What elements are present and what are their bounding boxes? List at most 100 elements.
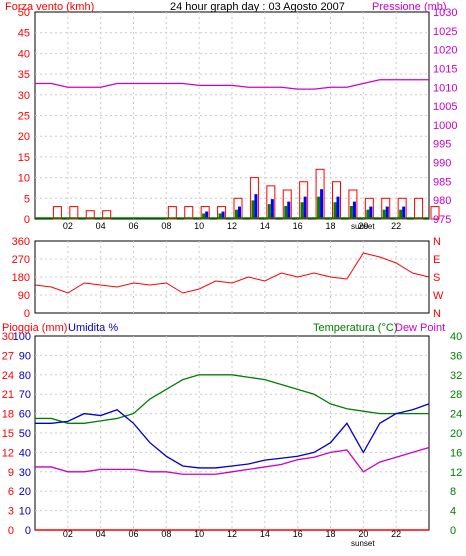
- y-tick-label: 70: [19, 389, 31, 401]
- climate-grid: [35, 336, 429, 530]
- pressure-yticks: 975 980 985 990 995 1000 1005 1010 1015 1020 1025 1…: [433, 7, 457, 226]
- temperature-axis-label: Temperatura (°C): [313, 322, 397, 334]
- y-tick-label: 45: [18, 28, 30, 40]
- y-tick-label: 24: [2, 370, 14, 382]
- y-tick-label: 975: [433, 214, 451, 226]
- x-tick-label: 02: [63, 221, 73, 231]
- y-tick-label: 90: [19, 350, 31, 362]
- x-tick-label: 04: [96, 529, 106, 539]
- y-tick-label: 60: [19, 409, 31, 421]
- y-tick-label: N: [433, 236, 441, 248]
- y-tick-label: 20: [450, 428, 462, 440]
- wind-grid: [35, 12, 429, 219]
- y-tick-label: 40: [18, 48, 30, 60]
- wind-blue-bar: [385, 206, 389, 219]
- y-tick-label: 25: [18, 111, 30, 123]
- temperature-line: [35, 374, 429, 424]
- climate-lines: [35, 374, 430, 531]
- humidity-axis-label: Umidita %: [68, 322, 118, 334]
- wind-bar: [69, 206, 79, 220]
- wind-bar: [167, 206, 177, 220]
- y-tick-label: 35: [18, 69, 30, 81]
- direction-line: [34, 252, 430, 294]
- y-tick-label: 16: [450, 447, 462, 459]
- direction-lines: [34, 252, 430, 294]
- pressure-axis-label: Pressione (mb): [372, 1, 447, 13]
- y-tick-label: 28: [450, 389, 462, 401]
- wind-green-bar: [267, 204, 271, 219]
- y-tick-label: 21: [2, 389, 14, 401]
- y-tick-label: 36: [450, 350, 462, 362]
- y-tick-label: 1000: [433, 120, 457, 132]
- x-tick-label: 08: [161, 221, 171, 231]
- wind-blue-bar: [287, 201, 291, 219]
- y-tick-label: 10: [18, 173, 30, 185]
- temperature-yticks: 0 4 8 12 16 20 24 28 32 36 40: [450, 331, 462, 537]
- y-tick-label: 15: [18, 152, 30, 164]
- dewpoint-axis-label: Dew Point: [395, 322, 445, 334]
- wind-green-bar: [399, 209, 403, 219]
- y-tick-label: 180: [12, 272, 30, 284]
- wind-blue-bar: [254, 194, 258, 219]
- x-tick-label: 14: [260, 529, 270, 539]
- y-tick-label: 5: [24, 193, 30, 205]
- y-tick-label: 12: [2, 447, 14, 459]
- wind-green-bar: [235, 209, 238, 219]
- wind-blue-bar: [320, 189, 324, 219]
- y-tick-label: 80: [19, 370, 31, 382]
- y-tick-label: 27: [2, 350, 14, 362]
- sunset-label-1: sunset: [351, 222, 375, 231]
- direction-yticks: 0 90 180 270 360: [12, 236, 30, 320]
- wind-green-bar: [251, 200, 255, 219]
- y-tick-label: W: [433, 290, 444, 302]
- climate-xticks: 02 04 06 08 10 12 14 16 18 20 22: [63, 529, 401, 539]
- y-tick-label: 995: [433, 139, 451, 151]
- wind-green-bar: [300, 202, 304, 219]
- x-tick-label: 14: [260, 221, 270, 231]
- y-tick-label: E: [433, 254, 440, 266]
- y-tick-label: 3: [8, 506, 14, 518]
- pressure-line: [35, 79, 429, 90]
- wind-green-bar: [202, 213, 206, 219]
- wind-bars: [35, 168, 440, 220]
- wind-bar: [184, 206, 194, 220]
- y-tick-label: 1005: [433, 101, 457, 113]
- y-tick-label: 40: [19, 447, 31, 459]
- y-tick-label: 985: [433, 176, 451, 188]
- direction-grid: [35, 241, 429, 313]
- y-tick-label: 0: [24, 308, 30, 320]
- x-tick-label: 20: [358, 529, 368, 539]
- wind-green-bar: [349, 205, 353, 219]
- x-tick-label: 10: [194, 529, 204, 539]
- y-tick-label: 15: [2, 428, 14, 440]
- y-tick-label: 20: [18, 131, 30, 143]
- wind-blue-bar: [238, 206, 241, 219]
- y-tick-label: 1010: [433, 82, 457, 94]
- x-tick-label: 18: [325, 529, 335, 539]
- wind-bar: [430, 206, 440, 220]
- y-tick-label: 32: [450, 370, 462, 382]
- y-tick-label: 0: [24, 214, 30, 226]
- wind-bar: [102, 210, 112, 220]
- y-tick-label: 1025: [433, 26, 457, 38]
- y-tick-label: 90: [18, 290, 30, 302]
- y-tick-label: S: [433, 272, 440, 284]
- wind-green-bar: [284, 205, 288, 219]
- sunset-label-3: sunset: [351, 539, 375, 548]
- wind-bar: [85, 210, 95, 220]
- x-tick-label: 12: [227, 529, 237, 539]
- wind-green-bar: [382, 209, 386, 219]
- y-tick-label: 0: [25, 525, 31, 537]
- y-tick-label: 990: [433, 158, 451, 170]
- y-tick-label: 40: [450, 331, 462, 343]
- wind-lines: [35, 79, 429, 90]
- wind-blue-bar: [369, 206, 373, 219]
- y-tick-label: 1030: [433, 7, 457, 19]
- y-tick-label: 24: [450, 409, 462, 421]
- wind-green-bar: [317, 196, 321, 219]
- x-tick-label: 16: [293, 221, 303, 231]
- wind-green-bar: [366, 209, 370, 219]
